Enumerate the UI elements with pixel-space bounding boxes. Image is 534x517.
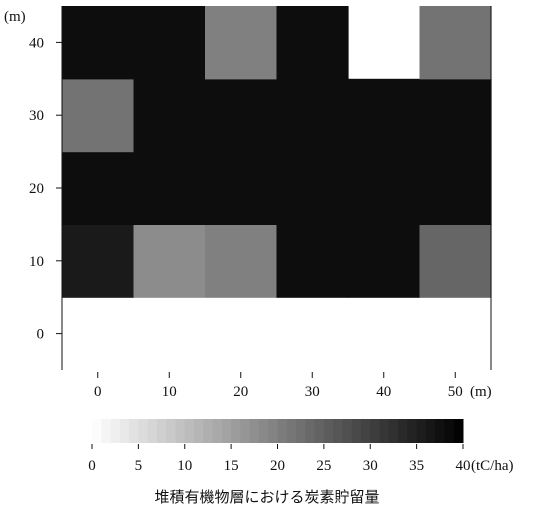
x-tick-label: 0 xyxy=(94,384,102,400)
colorbar-tick-label: 30 xyxy=(363,458,378,474)
colorbar-segment xyxy=(221,419,232,443)
colorbar-segment xyxy=(212,419,223,443)
y-tick-label: 30 xyxy=(29,108,44,124)
y-tick-label: 0 xyxy=(37,327,45,343)
colorbar-segment xyxy=(249,419,260,443)
colorbar-segment xyxy=(194,419,204,443)
colorbar-segment xyxy=(156,419,167,443)
heatmap-cell xyxy=(348,78,421,153)
heatmap-cell xyxy=(133,6,206,80)
colorbar-segment xyxy=(305,419,316,443)
colorbar-tick-label: 40 xyxy=(456,458,471,474)
heatmap-cell xyxy=(419,78,492,153)
colorbar-segment xyxy=(110,419,121,443)
heatmap-cell xyxy=(276,151,349,225)
colorbar-segment xyxy=(277,419,288,443)
heatmap-cells xyxy=(62,6,492,298)
heatmap-cell xyxy=(205,151,278,225)
colorbar-tick-label: 5 xyxy=(135,458,143,474)
colorbar-segment xyxy=(129,419,139,443)
colorbar-segment xyxy=(425,419,436,443)
colorbar-segment xyxy=(175,419,186,443)
colorbar-tick-label: 10 xyxy=(177,458,192,474)
heatmap-cell xyxy=(419,6,492,80)
colorbar-segment xyxy=(203,419,214,443)
heatmap-cell xyxy=(205,224,278,298)
colorbar-segment xyxy=(138,419,149,443)
heatmap-cell xyxy=(276,224,349,298)
colorbar-tick-label: 15 xyxy=(224,458,239,474)
colorbar-segment xyxy=(147,419,158,443)
colorbar-segment xyxy=(351,419,362,443)
heatmap-cell xyxy=(133,78,206,153)
colorbar-segment xyxy=(314,419,325,443)
colorbar-segment xyxy=(258,419,269,443)
y-tick-label: 20 xyxy=(29,181,44,197)
colorbar-segment xyxy=(184,419,195,443)
colorbar-segment xyxy=(398,419,408,443)
x-tick-label: 20 xyxy=(233,384,248,400)
colorbar-segment xyxy=(333,419,343,443)
colorbar-segment xyxy=(407,419,418,443)
y-tick-label: 40 xyxy=(29,35,44,51)
heatmap-cell xyxy=(133,151,206,225)
heatmap-cell xyxy=(133,224,206,298)
heatmap-cell xyxy=(62,224,135,298)
colorbar-segment xyxy=(286,419,297,443)
colorbar xyxy=(92,419,464,443)
colorbar-unit-label: (tC/ha) xyxy=(471,458,514,474)
heatmap-cell xyxy=(419,151,492,225)
colorbar-segment xyxy=(323,419,334,443)
colorbar-segment xyxy=(268,419,278,443)
colorbar-ticks: 0 5 10 15 20 25 30 35 40 xyxy=(88,444,471,474)
colorbar-segment xyxy=(101,419,112,443)
x-tick-label: 30 xyxy=(305,384,320,400)
y-axis-unit-label: (m) xyxy=(4,9,26,25)
colorbar-tick-label: 25 xyxy=(316,458,331,474)
colorbar-tick-label: 20 xyxy=(270,458,285,474)
x-axis: 0 10 20 30 40 50 xyxy=(94,372,463,400)
heatmap-cell xyxy=(419,224,492,298)
y-tick-label: 10 xyxy=(29,254,44,270)
colorbar-tick-label: 35 xyxy=(409,458,424,474)
colorbar-segment xyxy=(360,419,371,443)
heatmap-cell xyxy=(276,6,349,80)
colorbar-segment xyxy=(92,419,102,443)
colorbar-segment xyxy=(453,419,464,443)
colorbar-segment xyxy=(231,419,241,443)
colorbar-segment xyxy=(119,419,130,443)
colorbar-segment xyxy=(435,419,445,443)
heatmap-cell xyxy=(205,78,278,153)
heatmap-cell xyxy=(62,78,135,153)
figure-caption: 堆積有機物層における炭素貯留量 xyxy=(154,488,380,506)
colorbar-segment xyxy=(388,419,399,443)
heatmap-cell xyxy=(62,6,135,80)
heatmap-cell xyxy=(276,78,349,153)
y-axis: 0 10 20 30 40 xyxy=(29,35,62,343)
colorbar-segment xyxy=(416,419,427,443)
x-tick-label: 10 xyxy=(162,384,177,400)
heatmap-cell xyxy=(62,151,135,225)
colorbar-segment xyxy=(342,419,353,443)
heatmap-cell xyxy=(348,151,421,225)
colorbar-segment xyxy=(370,419,381,443)
x-tick-label: 40 xyxy=(376,384,391,400)
colorbar-segment xyxy=(379,419,390,443)
heatmap-cell xyxy=(205,6,278,80)
x-tick-label: 50 xyxy=(448,384,463,400)
colorbar-tick-label: 0 xyxy=(88,458,96,474)
colorbar-segment xyxy=(240,419,251,443)
colorbar-segment xyxy=(166,419,176,443)
x-axis-unit-label: (m) xyxy=(470,384,492,400)
colorbar-segment xyxy=(444,419,455,443)
heatmap-cell xyxy=(348,224,421,298)
colorbar-segment xyxy=(296,419,306,443)
